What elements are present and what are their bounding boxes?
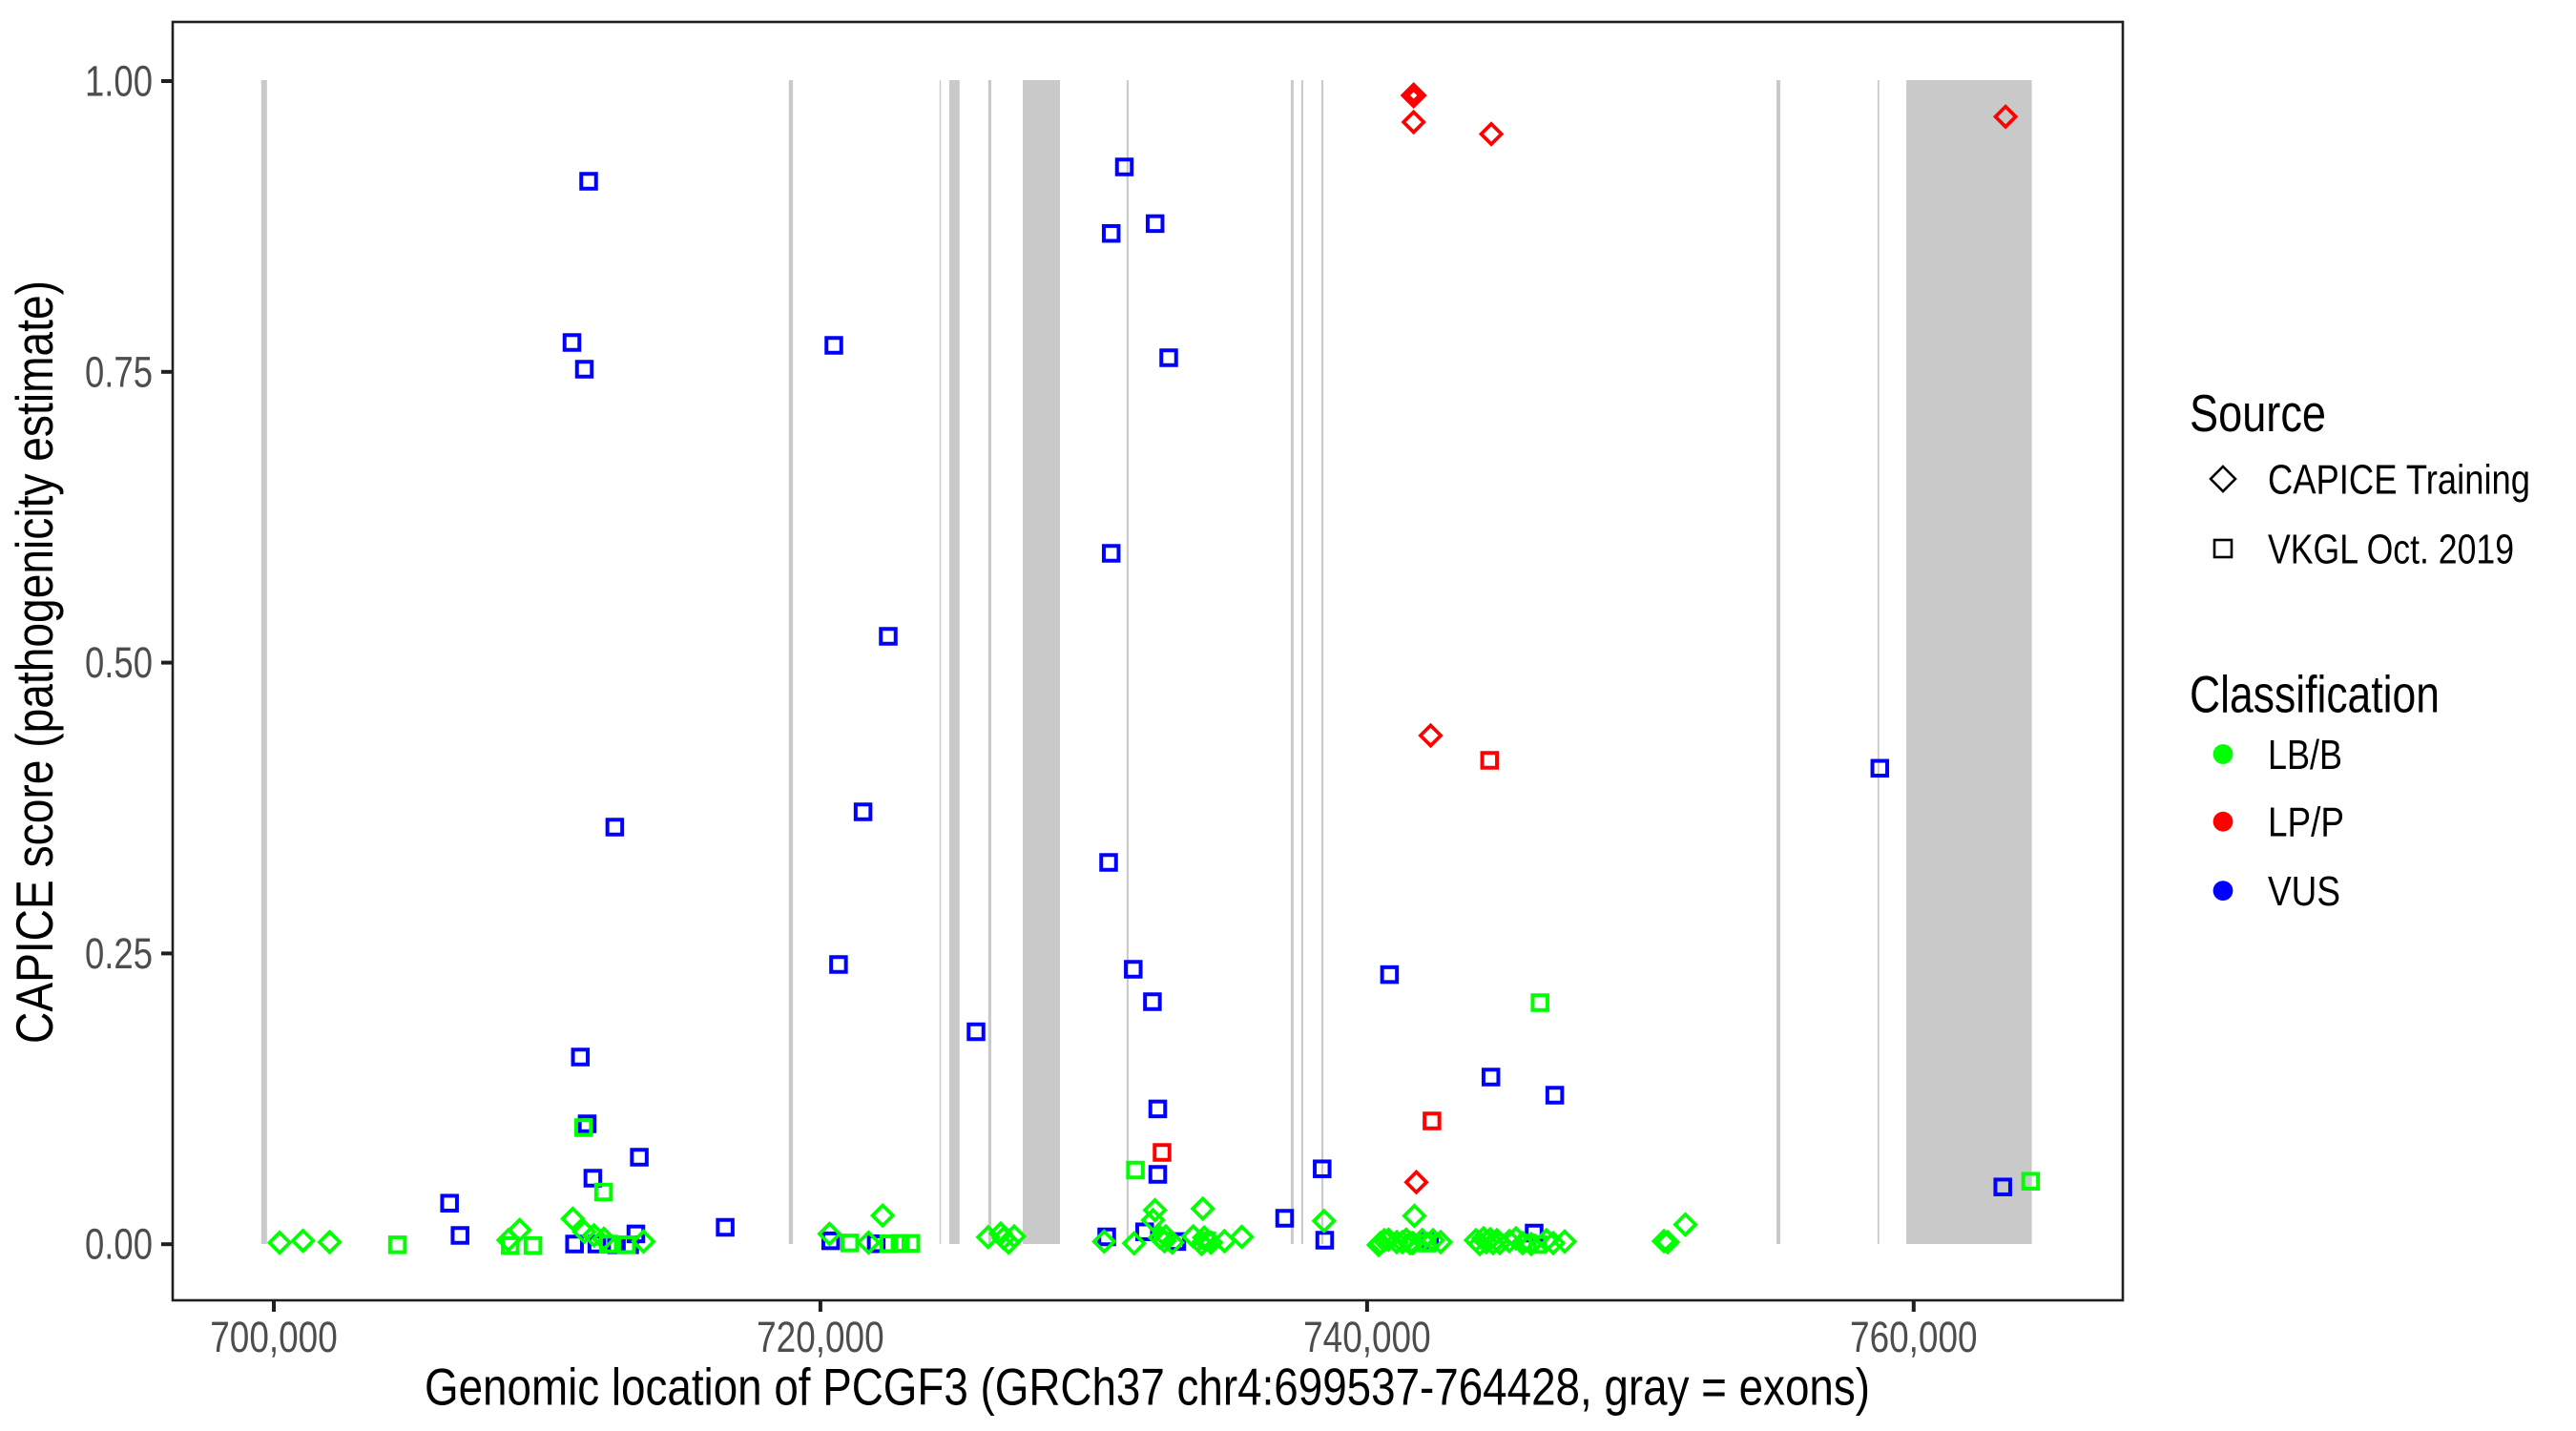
svg-text:Classification: Classification xyxy=(2190,664,2440,723)
svg-text:0.75: 0.75 xyxy=(85,347,153,396)
svg-text:0.50: 0.50 xyxy=(85,638,153,687)
svg-text:0.25: 0.25 xyxy=(85,929,153,978)
svg-text:VUS: VUS xyxy=(2268,868,2340,915)
svg-text:VKGL Oct. 2019: VKGL Oct. 2019 xyxy=(2268,527,2514,573)
svg-text:LP/P: LP/P xyxy=(2268,799,2344,846)
svg-text:LB/B: LB/B xyxy=(2268,732,2342,778)
svg-text:720,000: 720,000 xyxy=(757,1313,884,1361)
svg-text:Genomic location of PCGF3 (GRC: Genomic location of PCGF3 (GRCh37 chr4:6… xyxy=(425,1357,1870,1416)
svg-text:1.00: 1.00 xyxy=(85,57,153,106)
svg-text:740,000: 740,000 xyxy=(1303,1313,1431,1361)
svg-text:Source: Source xyxy=(2190,384,2326,443)
svg-text:760,000: 760,000 xyxy=(1850,1313,1978,1361)
svg-text:CAPICE Training: CAPICE Training xyxy=(2268,457,2530,504)
svg-text:700,000: 700,000 xyxy=(210,1313,338,1361)
svg-text:CAPICE score (pathogenicity es: CAPICE score (pathogenicity estimate) xyxy=(5,280,64,1044)
svg-text:0.00: 0.00 xyxy=(85,1220,153,1269)
